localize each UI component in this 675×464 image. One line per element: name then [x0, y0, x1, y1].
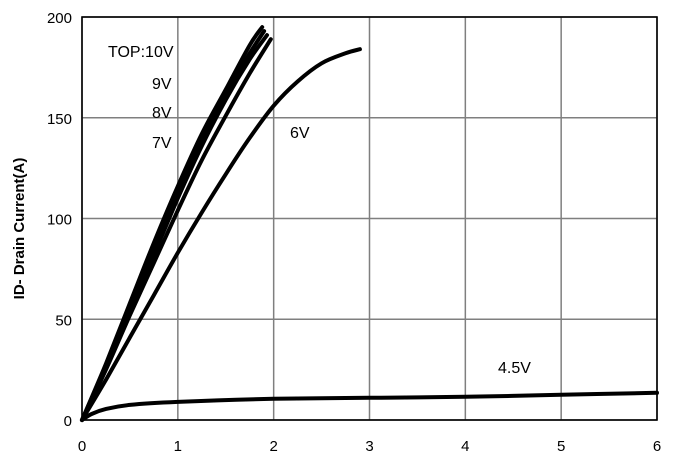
x-tick-labels: 0 1 2 3 4 5 6 [78, 438, 661, 455]
series-label: 9V [152, 76, 172, 93]
series-line-7v [80, 37, 273, 422]
y-axis-title: ID- Drain Current(A) [11, 158, 28, 300]
x-tick-label: 1 [174, 438, 182, 455]
curve-labels: TOP:10V 9V 8V 7V 6V 4.5V [108, 44, 531, 377]
x-tick-label: 0 [78, 438, 86, 455]
series-label: 6V [290, 125, 310, 142]
y-tick-label: 0 [64, 413, 72, 430]
x-tick-label: 4 [461, 438, 469, 455]
y-tick-label: 100 [47, 212, 72, 229]
y-tick-label: 50 [55, 312, 72, 329]
series-label: 8V [152, 105, 172, 122]
x-tick-label: 6 [653, 438, 661, 455]
y-tick-label: 200 [47, 10, 72, 27]
series-label: 4.5V [498, 360, 531, 377]
series-lines [80, 25, 659, 422]
series-line-6v [80, 47, 362, 422]
x-tick-label: 3 [365, 438, 373, 455]
series-label: TOP:10V [108, 44, 174, 61]
x-tick-label: 2 [269, 438, 277, 455]
series-line-4.5v [80, 390, 659, 422]
plot-frame [81, 16, 658, 421]
series-label: 7V [152, 135, 172, 152]
x-tick-label: 5 [557, 438, 565, 455]
y-tick-labels: 0 50 100 150 200 [47, 10, 72, 430]
y-tick-label: 150 [47, 111, 72, 128]
